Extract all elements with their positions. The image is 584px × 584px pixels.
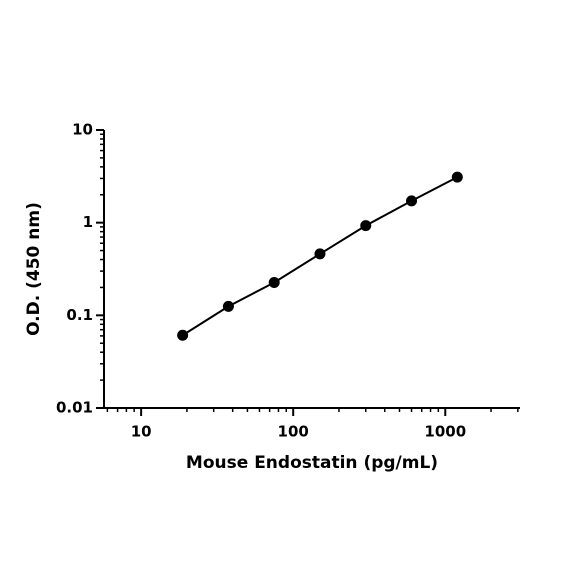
x-tick-label: 100 [278, 423, 309, 441]
y-tick-label: 10 [72, 121, 93, 139]
x-axis-title: Mouse Endostatin (pg/mL) [186, 453, 438, 473]
data-point [222, 300, 234, 312]
data-point [268, 277, 280, 289]
data-point [406, 195, 418, 207]
y-tick-label: 0.1 [66, 306, 93, 324]
data-point [177, 329, 189, 341]
x-tick-label: 1000 [424, 423, 466, 441]
y-tick-label: 0.01 [56, 399, 93, 417]
data-point [314, 248, 326, 260]
data-point [360, 220, 372, 232]
y-axis-title: O.D. (450 nm) [24, 202, 44, 336]
data-point [451, 171, 463, 183]
x-tick-label: 10 [131, 423, 152, 441]
y-tick-label: 1 [83, 213, 93, 231]
